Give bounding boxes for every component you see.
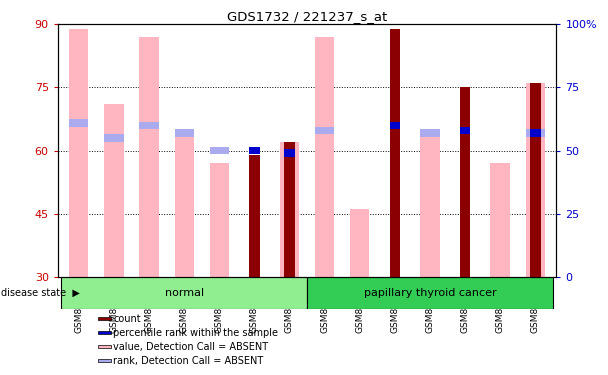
Bar <box>420 129 440 277</box>
Bar <box>210 147 229 154</box>
Bar <box>249 155 260 277</box>
Bar <box>530 129 541 136</box>
Bar <box>61 277 307 309</box>
Text: value, Detection Call = ABSENT: value, Detection Call = ABSENT <box>113 342 269 352</box>
Bar <box>315 127 334 134</box>
Text: percentile rank within the sample: percentile rank within the sample <box>113 328 278 338</box>
Bar <box>307 277 553 309</box>
Bar <box>315 37 334 277</box>
Bar <box>69 119 89 127</box>
Bar <box>390 28 400 277</box>
Bar <box>280 142 299 277</box>
Bar <box>69 28 89 277</box>
Bar <box>460 127 471 134</box>
Bar <box>249 147 260 154</box>
Text: papillary thyroid cancer: papillary thyroid cancer <box>364 288 496 298</box>
Bar <box>350 210 370 277</box>
Bar <box>210 163 229 277</box>
Text: rank, Detection Call = ABSENT: rank, Detection Call = ABSENT <box>113 356 264 366</box>
Bar <box>491 163 510 277</box>
Bar <box>105 104 123 277</box>
Text: count: count <box>113 314 141 324</box>
Bar <box>525 83 545 277</box>
Bar <box>98 360 111 362</box>
Bar <box>390 122 400 129</box>
Bar <box>284 142 295 277</box>
Bar <box>284 149 295 157</box>
Bar <box>530 83 541 277</box>
Text: normal: normal <box>165 288 204 298</box>
Bar <box>139 37 159 277</box>
Bar <box>525 129 545 136</box>
Bar <box>98 345 111 348</box>
Bar <box>98 331 111 334</box>
Bar <box>174 129 194 136</box>
Bar <box>460 87 471 277</box>
Bar <box>105 134 123 142</box>
Bar <box>98 317 111 320</box>
Bar <box>420 129 440 136</box>
Title: GDS1732 / 221237_s_at: GDS1732 / 221237_s_at <box>227 10 387 23</box>
Bar <box>139 122 159 129</box>
Bar <box>174 129 194 277</box>
Text: disease state  ▶: disease state ▶ <box>1 288 80 298</box>
